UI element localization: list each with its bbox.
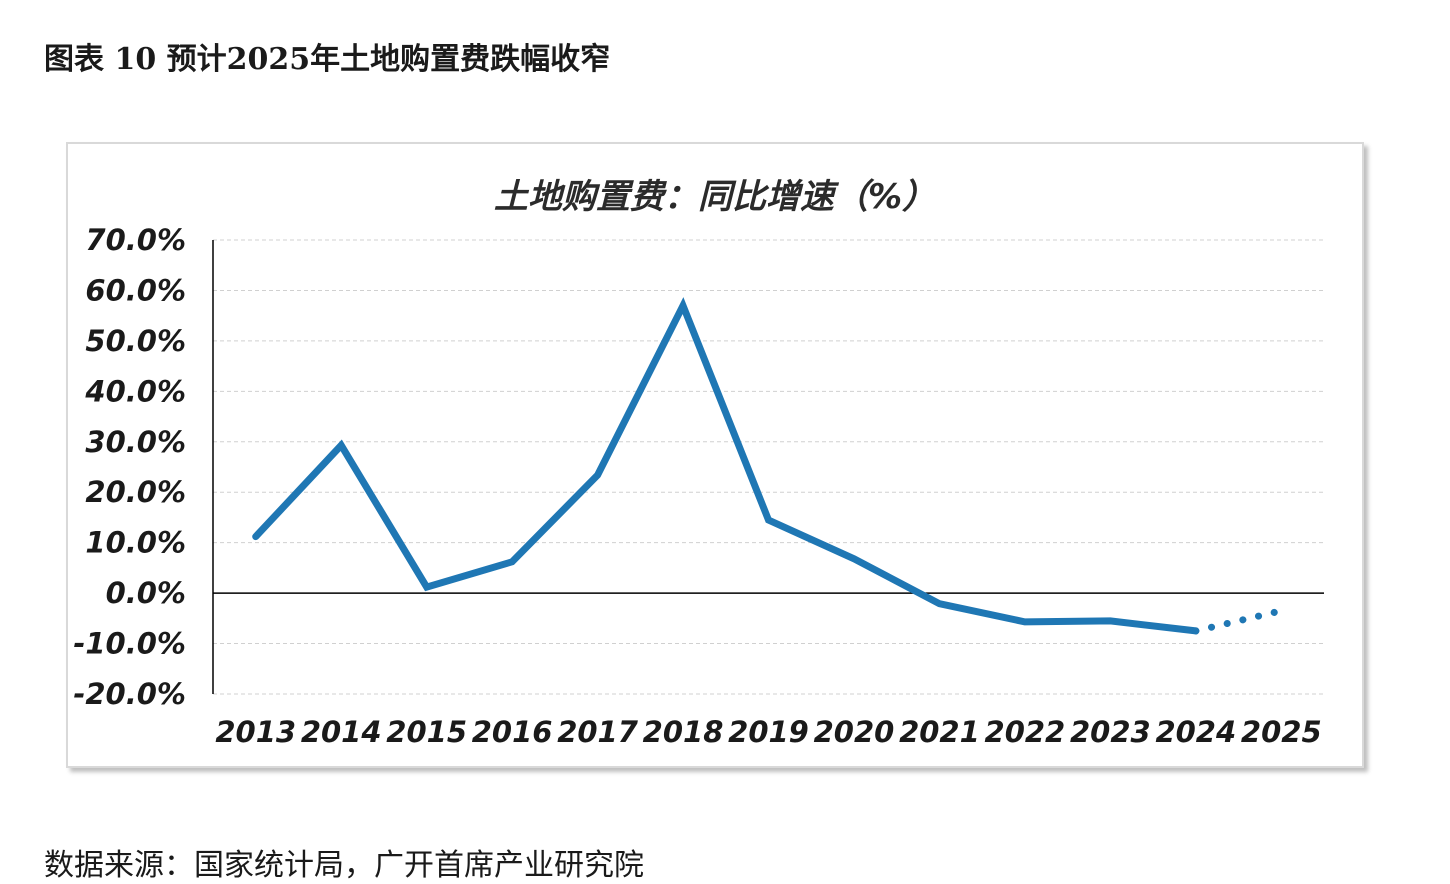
data-point <box>1024 621 1026 623</box>
line-chart: 土地购置费：同比增速（%） 70.0% 60.0% 50.0% 40.0% 30.0% 20… <box>73 177 1324 749</box>
x-tick-label: 2015 <box>386 715 467 749</box>
x-tick-label: 2022 <box>985 715 1066 749</box>
x-tick-label: 2016 <box>472 715 553 749</box>
x-tick-label: 2014 <box>301 715 382 749</box>
x-tick-label: 2019 <box>728 715 809 749</box>
y-tick-label: 10.0% <box>85 526 186 560</box>
data-point <box>682 305 684 307</box>
y-tick-label: 40.0% <box>84 374 186 408</box>
data-point <box>511 561 513 563</box>
data-source: 数据来源：国家统计局，广开首席产业研究院 <box>44 848 644 883</box>
x-tick-label: 2020 <box>814 715 895 749</box>
data-point <box>853 558 855 560</box>
data-point <box>938 603 940 605</box>
x-tick-label: 2017 <box>557 715 639 749</box>
x-tick-label: 2018 <box>643 715 724 749</box>
chart-frame: 土地购置费：同比增速（%） 70.0% 60.0% 50.0% 40.0% 30.0% 20… <box>66 142 1364 768</box>
data-point <box>1280 610 1282 612</box>
y-tick-label: 0.0% <box>106 576 186 610</box>
x-tick-label: 2024 <box>1155 715 1236 749</box>
data-point <box>1109 620 1111 622</box>
y-tick-label: 50.0% <box>85 324 186 358</box>
y-tick-label: -20.0% <box>73 677 186 711</box>
series-forecast-line <box>1192 607 1285 635</box>
data-point <box>340 444 342 446</box>
y-tick-label: -10.0% <box>73 627 186 661</box>
chart-title: 土地购置费：同比增速（%） <box>494 177 936 217</box>
data-point <box>1195 630 1197 632</box>
series-line <box>252 297 1200 635</box>
x-tick-label: 2021 <box>899 715 980 749</box>
x-tick-label: 2013 <box>215 715 296 749</box>
data-point <box>426 586 428 588</box>
data-point <box>255 536 257 538</box>
x-tick-label: 2025 <box>1241 715 1322 749</box>
x-tick-label: 2023 <box>1070 715 1151 749</box>
figure-title: 图表 10 预计2025年土地购置费跌幅收窄 <box>44 42 611 77</box>
data-point <box>768 519 770 521</box>
y-tick-label: 60.0% <box>85 273 186 307</box>
y-tick-label: 20.0% <box>85 475 186 509</box>
y-tick-label: 70.0% <box>85 223 186 257</box>
y-tick-label: 30.0% <box>85 425 186 459</box>
data-point <box>597 474 599 476</box>
